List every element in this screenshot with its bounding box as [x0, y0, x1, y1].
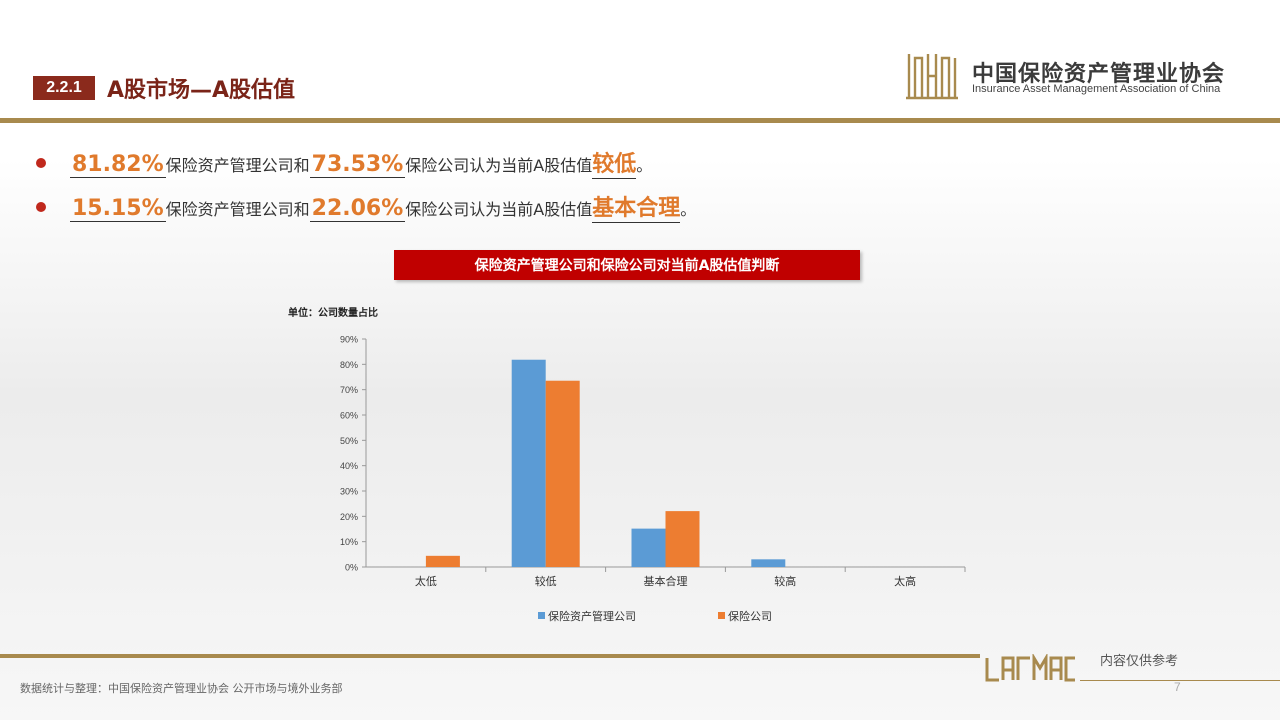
bullet-item: 15.15% 保险资产管理公司和 22.06% 保险公司认为当前A股估值 基本合… — [36, 190, 696, 223]
iamac-logo-icon — [906, 54, 958, 100]
bottom-divider-right — [1080, 680, 1280, 681]
bar-chart: 单位：公司数量占比 0% 10% 20% 30% 40% 50% 60% 70% 80% 90% 太低… — [288, 306, 966, 623]
y-tick-label: 80% — [340, 360, 358, 370]
legend-label: 保险资产管理公司 — [548, 609, 636, 623]
bar-insurer — [545, 380, 580, 567]
bullet-dot-icon — [36, 158, 46, 168]
legend-swatch — [538, 612, 545, 619]
bar-insurer — [425, 555, 460, 567]
y-tick-label: 10% — [340, 537, 358, 547]
bar-asset-mgmt — [511, 359, 546, 567]
iamac-footer-logo-icon — [985, 654, 1075, 682]
bullet-text-2: 保险公司认为当前A股估值 — [405, 156, 593, 175]
y-tick-label: 20% — [340, 512, 358, 522]
bottom-divider — [0, 654, 980, 658]
bullet-end: 。 — [680, 200, 697, 219]
x-category-label: 较低 — [535, 574, 557, 588]
bullet-text-1: 保险资产管理公司和 — [165, 200, 310, 219]
x-category-label: 太低 — [415, 575, 437, 588]
bar-asset-mgmt — [631, 528, 666, 567]
page-number: 7 — [1174, 680, 1181, 694]
header-band — [0, 0, 1280, 122]
bullet-keyword: 基本合理 — [592, 190, 681, 223]
y-tick-label: 0% — [345, 563, 358, 573]
footer-source: 数据统计与整理：中国保险资产管理业协会 公开市场与境外业务部 — [20, 682, 343, 695]
bullet-keyword: 较低 — [592, 146, 637, 179]
y-tick-label: 70% — [340, 385, 358, 395]
legend-label: 保险公司 — [728, 609, 772, 623]
bullet-text-2: 保险公司认为当前A股估值 — [405, 200, 593, 219]
x-category-label: 较高 — [774, 574, 796, 588]
bullet-end: 。 — [636, 156, 653, 175]
footer-disclaimer: 内容仅供参考 — [1100, 654, 1179, 669]
bar-asset-mgmt — [751, 559, 786, 567]
section-number-badge: 2.2.1 — [33, 76, 95, 100]
x-category-label: 基本合理 — [644, 574, 688, 588]
chart-unit-label: 单位：公司数量占比 — [288, 306, 378, 319]
chart-title-banner: 保险资产管理公司和保险公司对当前A股估值判断 — [394, 250, 860, 280]
page-title: A股市场—A股估值 — [107, 78, 296, 103]
y-tick-label: 40% — [340, 461, 358, 471]
logo-chinese-name: 中国保险资产管理业协会 — [972, 62, 1226, 87]
legend-swatch — [718, 612, 725, 619]
bullet-pct-2: 22.06% — [309, 196, 406, 222]
y-tick-label: 30% — [340, 487, 358, 497]
y-tick-label: 60% — [340, 411, 358, 421]
bar-insurer — [665, 511, 700, 567]
y-tick-label: 50% — [340, 436, 358, 446]
x-category-label: 太高 — [894, 574, 916, 588]
y-tick-label: 90% — [340, 335, 358, 345]
bullet-dot-icon — [36, 202, 46, 212]
bullet-text-1: 保险资产管理公司和 — [165, 156, 310, 175]
bullet-pct-1: 81.82% — [70, 152, 166, 178]
top-divider — [0, 118, 1280, 123]
logo-english-name: Insurance Asset Management Association o… — [972, 83, 1221, 95]
bullet-pct-1: 15.15% — [70, 196, 166, 222]
bullet-pct-2: 73.53% — [309, 152, 406, 178]
bullet-item: 81.82% 保险资产管理公司和 73.53% 保险公司认为当前A股估值 较低 … — [36, 146, 652, 179]
